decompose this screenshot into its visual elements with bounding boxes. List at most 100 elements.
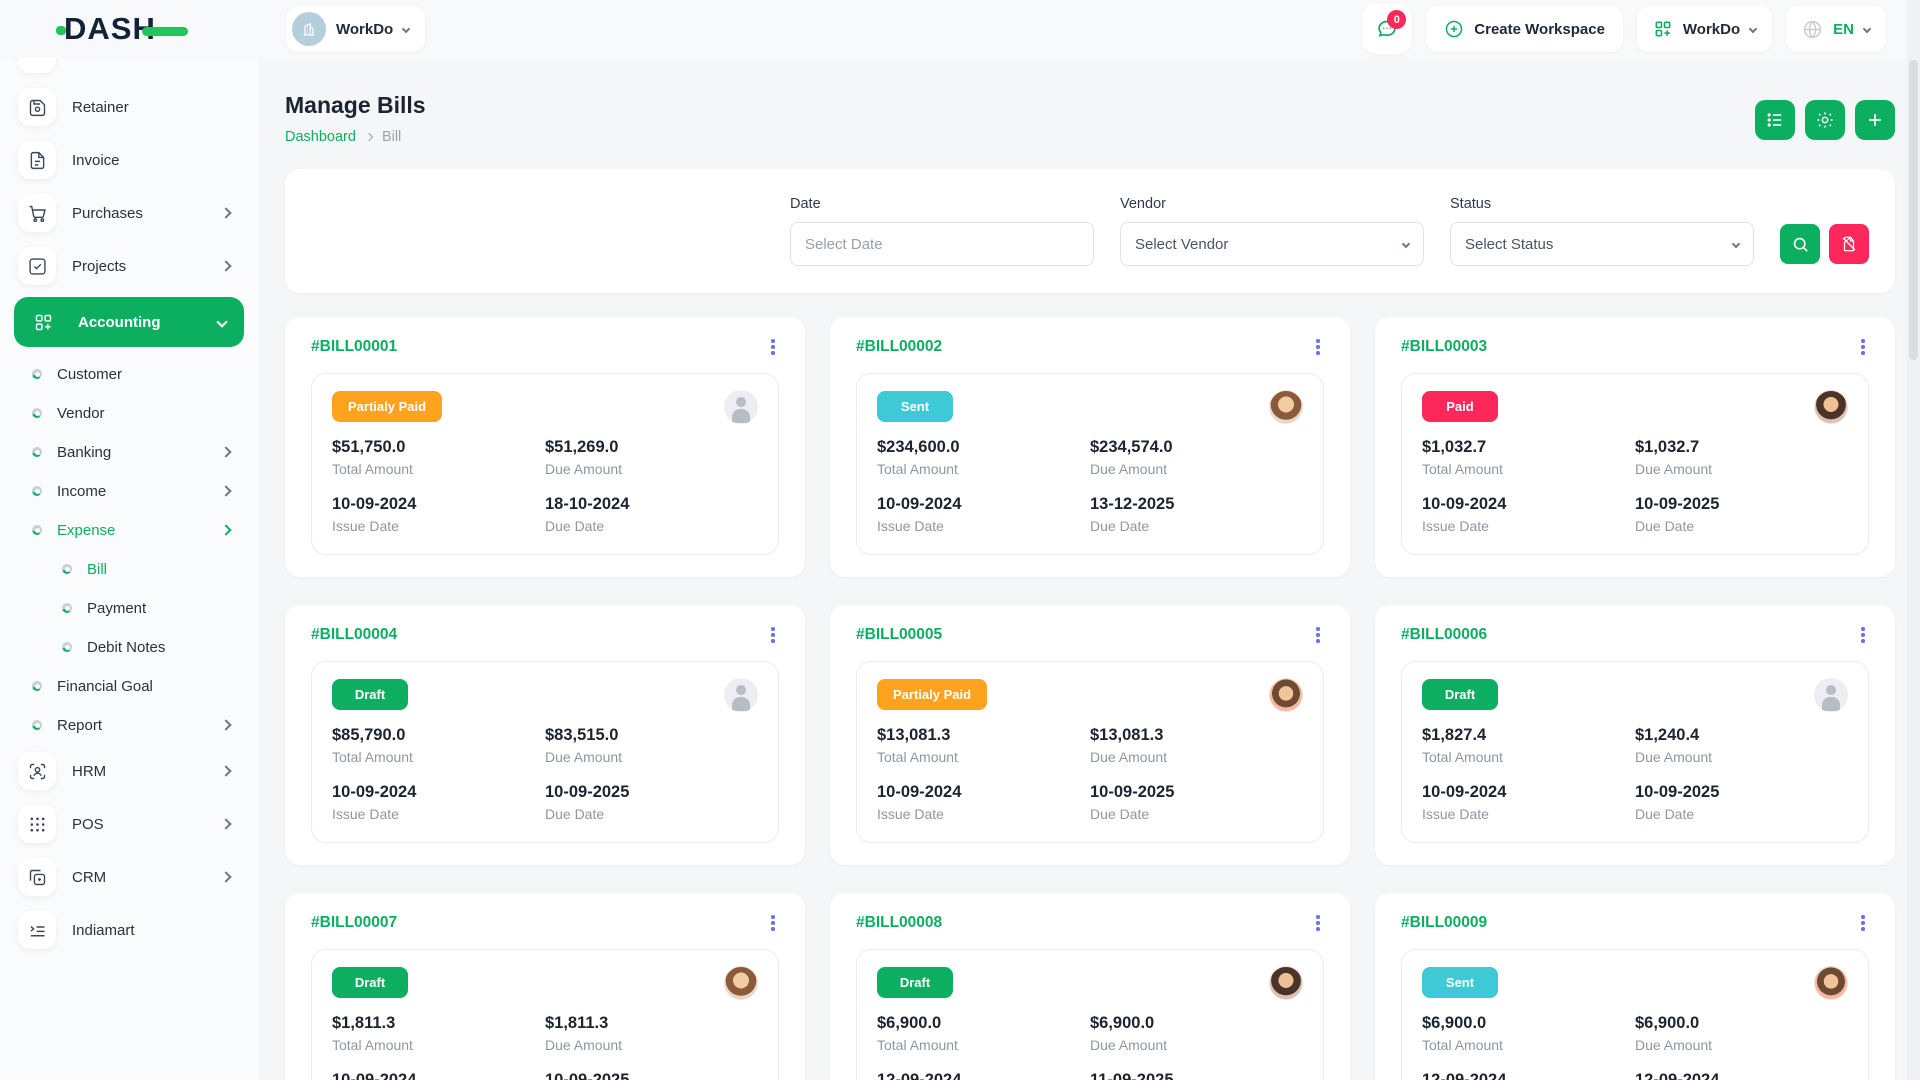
- workdo-apps-menu[interactable]: WorkDo: [1636, 6, 1773, 52]
- status-badge: Sent: [1422, 967, 1498, 999]
- bill-details: Sent $234,600.0 Total Amount $234,574.0 …: [856, 372, 1324, 555]
- settings-button[interactable]: [1805, 100, 1845, 140]
- status-filter-value: Select Status: [1465, 235, 1554, 253]
- filter-panel: Date Vendor Select Vendor Status Select …: [285, 169, 1895, 293]
- issue-date: 10-09-2024 Issue Date: [332, 782, 417, 822]
- messages-button[interactable]: 0: [1362, 4, 1413, 54]
- status-badge: Draft: [332, 967, 408, 999]
- bill-id-link[interactable]: #BILL00001: [311, 337, 398, 355]
- status-badge: Sent: [877, 391, 953, 423]
- sidebar-item-customer[interactable]: Customer: [18, 359, 244, 389]
- retainer-icon: [29, 99, 45, 116]
- status-filter-select[interactable]: Select Status: [1450, 222, 1754, 266]
- reset-filter-button[interactable]: [1829, 224, 1869, 264]
- bill-actions-menu[interactable]: [1857, 623, 1869, 647]
- due-date: 10-09-2025 Due Date: [1635, 494, 1720, 534]
- bill-card: #BILL00004 Draft $85,790.0 Total Amount …: [285, 604, 805, 865]
- bill-actions-menu[interactable]: [1312, 911, 1324, 935]
- sidebar-item-debit-notes[interactable]: Debit Notes: [18, 632, 244, 662]
- sidebar-item-bill[interactable]: Bill: [18, 554, 244, 584]
- bill-actions-menu[interactable]: [1312, 623, 1324, 647]
- add-bill-button[interactable]: [1855, 100, 1895, 140]
- due-amount: $13,081.3 Due Amount: [1090, 725, 1168, 765]
- sidebar-item-projects[interactable]: Projects: [18, 244, 244, 288]
- sidebar-item-retainer[interactable]: Retainer: [18, 85, 244, 129]
- issue-date: 12-09-2024 Issue Date: [877, 1070, 962, 1080]
- top-header: DASH WorkDo 0 Create Workspace WorkDo EN: [0, 0, 1920, 58]
- workspace-switcher[interactable]: WorkDo: [286, 6, 426, 52]
- chevron-down-icon: [1731, 239, 1741, 249]
- due-amount: $51,269.0 Due Amount: [545, 437, 623, 477]
- list-view-button[interactable]: [1755, 100, 1795, 140]
- sidebar-item-financial-goal[interactable]: Financial Goal: [18, 671, 244, 701]
- sidebar-item-income[interactable]: Income: [18, 476, 244, 506]
- language-selector[interactable]: EN: [1786, 6, 1886, 52]
- bill-id-link[interactable]: #BILL00007: [311, 913, 398, 931]
- due-date: 18-10-2024 Due Date: [545, 494, 630, 534]
- bill-id-link[interactable]: #BILL00004: [311, 625, 398, 643]
- sidebar-item-label: Customer: [57, 365, 123, 383]
- bill-id-link[interactable]: #BILL00008: [856, 913, 943, 931]
- bill-id-link[interactable]: #BILL00002: [856, 337, 943, 355]
- sidebar-item-invoice[interactable]: Invoice: [18, 138, 244, 182]
- bill-actions-menu[interactable]: [767, 335, 779, 359]
- sidebar-item-label: Indiamart: [72, 921, 135, 939]
- total-amount: $6,900.0 Total Amount: [1422, 1013, 1503, 1053]
- vendor-filter-value: Select Vendor: [1135, 235, 1229, 253]
- bill-id-link[interactable]: #BILL00003: [1401, 337, 1488, 355]
- sidebar-item-payment[interactable]: Payment: [18, 593, 244, 623]
- sidebar-item-banking[interactable]: Banking: [18, 437, 244, 467]
- sidebar-item-indiamart[interactable]: Indiamart: [18, 908, 244, 952]
- bullet-icon: [32, 369, 42, 379]
- vendor-avatar: [724, 389, 758, 424]
- breadcrumb: Dashboard Bill: [285, 129, 426, 145]
- issue-date: 10-09-2024 Issue Date: [1422, 494, 1507, 534]
- bullet-icon: [62, 642, 72, 652]
- issue-date: 12-09-2024 Issue Date: [1422, 1070, 1507, 1080]
- sidebar-item-purchases[interactable]: Purchases: [18, 191, 244, 235]
- chevron-down-icon: [401, 24, 411, 34]
- sidebar-item-crm[interactable]: CRM: [18, 855, 244, 899]
- bill-id-link[interactable]: #BILL00005: [856, 625, 943, 643]
- page-title: Manage Bills: [285, 92, 426, 118]
- sidebar-item-pos[interactable]: POS: [18, 802, 244, 846]
- bullet-icon: [62, 564, 72, 574]
- sidebar-item-label: Purchases: [72, 204, 143, 222]
- bill-id-link[interactable]: #BILL00009: [1401, 913, 1488, 931]
- sidebar-item-expense[interactable]: Expense: [18, 515, 244, 545]
- date-filter-field: [790, 222, 1094, 266]
- page-scrollbar[interactable]: [1907, 0, 1920, 1080]
- total-amount: $234,600.0 Total Amount: [877, 437, 960, 477]
- sidebar-item-hrm[interactable]: HRM: [18, 749, 244, 793]
- total-amount: $1,811.3 Total Amount: [332, 1013, 413, 1053]
- bill-actions-menu[interactable]: [1312, 335, 1324, 359]
- hrm-icon: [29, 763, 45, 779]
- bill-actions-menu[interactable]: [1857, 335, 1869, 359]
- date-filter-input[interactable]: [805, 235, 1079, 253]
- bill-actions-menu[interactable]: [767, 623, 779, 647]
- indiamart-icon: [18, 911, 56, 949]
- sidebar-item-label: Accounting: [78, 313, 161, 331]
- sidebar-item-clipped[interactable]: [18, 58, 244, 76]
- sidebar-item-report[interactable]: Report: [18, 710, 244, 740]
- breadcrumb-dashboard-link[interactable]: Dashboard: [285, 129, 356, 145]
- issue-date: 10-09-2024 Issue Date: [877, 494, 962, 534]
- sidebar-item-vendor[interactable]: Vendor: [18, 398, 244, 428]
- status-badge: Draft: [877, 967, 953, 999]
- bill-actions-menu[interactable]: [1857, 911, 1869, 935]
- issue-date: 10-09-2024 Issue Date: [332, 1070, 417, 1080]
- create-workspace-button[interactable]: Create Workspace: [1426, 6, 1623, 52]
- vendor-avatar: [1269, 965, 1303, 1000]
- sidebar-item-accounting[interactable]: Accounting: [14, 297, 244, 347]
- bullet-icon: [32, 720, 42, 730]
- sidebar-item-label: Financial Goal: [57, 677, 153, 695]
- due-amount: $6,900.0 Due Amount: [1635, 1013, 1713, 1053]
- scrollbar-thumb[interactable]: [1909, 60, 1918, 360]
- issue-date: 10-09-2024 Issue Date: [1422, 782, 1507, 822]
- breadcrumb-separator-icon: [364, 132, 374, 142]
- apply-filter-button[interactable]: [1780, 224, 1820, 264]
- plus-circle-icon: [1446, 20, 1463, 38]
- bill-actions-menu[interactable]: [767, 911, 779, 935]
- vendor-filter-select[interactable]: Select Vendor: [1120, 222, 1424, 266]
- bill-id-link[interactable]: #BILL00006: [1401, 625, 1488, 643]
